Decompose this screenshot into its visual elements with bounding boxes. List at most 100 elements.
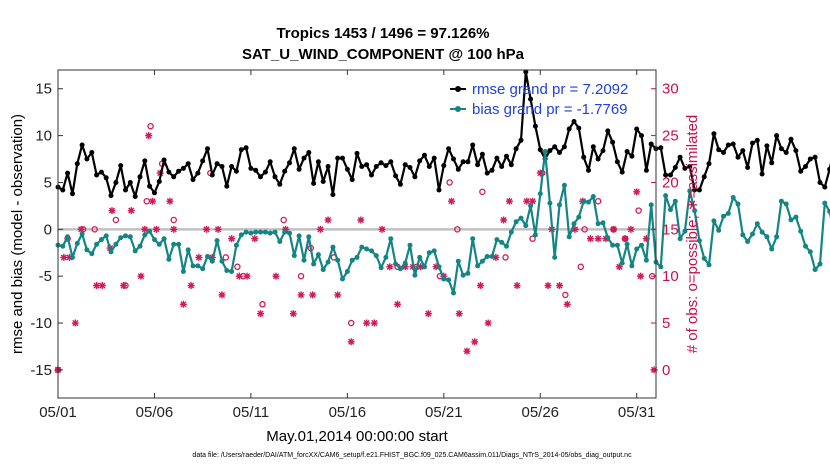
obs-assimilated-point [316, 225, 324, 233]
series-point [233, 168, 239, 174]
series-point [687, 164, 693, 169]
obs-assimilated-point [98, 282, 106, 290]
chart-title: Tropics 1453 / 1496 = 97.126% [276, 25, 489, 42]
series-point [793, 148, 799, 154]
series-point [610, 242, 616, 248]
obs-assimilated-point [179, 300, 187, 308]
series-point [123, 187, 128, 193]
series-point [499, 239, 505, 245]
series-point [132, 248, 138, 254]
series-point [754, 137, 760, 143]
y2-tick-label: 30 [662, 81, 679, 98]
obs-count-layer [54, 122, 658, 374]
obs-possible-point [297, 272, 305, 280]
legend: rmse grand pr = 7.2092 bias grand pr = -… [450, 81, 628, 118]
series-point [65, 170, 71, 176]
series-point [253, 167, 259, 173]
series-point [166, 256, 172, 262]
obs-assimilated-point [289, 310, 297, 318]
series-point [470, 142, 476, 148]
series-point [137, 174, 143, 180]
series-point [369, 248, 374, 254]
series-point [788, 136, 794, 142]
obs-assimilated-point [120, 282, 128, 290]
obs-assimilated-point [93, 282, 101, 290]
series-point [103, 175, 109, 181]
series-point [325, 259, 331, 265]
series-point [219, 164, 225, 169]
series-point [735, 201, 741, 207]
y-tick-label: -10 [30, 315, 52, 332]
series-point [696, 238, 702, 244]
legend-rmse-marker [455, 86, 461, 92]
x-tick-label: 05/06 [136, 404, 174, 421]
obs-possible-point [347, 319, 355, 327]
series-point [369, 172, 374, 178]
series-point [576, 214, 582, 220]
obs-possible-point [234, 263, 241, 271]
series-point [706, 161, 712, 167]
series-point [229, 164, 235, 169]
series-point [161, 157, 167, 163]
obs-assimilated-point [235, 272, 243, 280]
obs-assimilated-point [594, 235, 602, 243]
series-point [436, 264, 442, 270]
series-point [267, 230, 273, 236]
y-axis-right: 0 5 10 15 20 25 30 [651, 81, 679, 379]
series-point [672, 198, 678, 204]
series-point [634, 246, 640, 252]
series-point [595, 156, 601, 162]
series-point [426, 164, 432, 169]
obs-possible-point [446, 179, 453, 186]
series-point [70, 254, 75, 260]
obs-assimilated-point [448, 197, 456, 205]
series-point [470, 236, 476, 242]
series-point [185, 247, 191, 253]
series-point [306, 234, 312, 240]
series-point [547, 148, 553, 154]
obs-possible-point [454, 226, 461, 233]
series-point [296, 166, 302, 172]
series-point [508, 229, 514, 235]
series-point [557, 202, 562, 208]
series-point [446, 277, 452, 283]
series-point [663, 172, 669, 178]
obs-assimilated-point [378, 225, 386, 233]
series-point [677, 154, 683, 160]
series-point [547, 200, 553, 206]
obs-assimilated-point [77, 225, 85, 233]
y-tick-label: 15 [35, 81, 52, 98]
obs-assimilated-point [363, 319, 371, 327]
series-point [98, 169, 104, 175]
series-point [412, 174, 418, 180]
series-point [827, 209, 830, 214]
series-point [581, 198, 587, 204]
series-point [740, 148, 746, 154]
series-point [479, 151, 485, 157]
series-point [248, 230, 254, 236]
series-point [701, 174, 707, 180]
y-tick-label: -5 [39, 268, 52, 285]
series-point [383, 254, 389, 260]
obs-assimilated-point [417, 263, 425, 271]
series-point [451, 290, 456, 296]
series-point [460, 272, 466, 278]
obs-possible-point [562, 291, 569, 299]
series-point [730, 195, 736, 200]
series-point [711, 131, 717, 137]
series-point [306, 150, 312, 155]
obs-assimilated-point [523, 197, 531, 205]
series-point [132, 194, 138, 199]
series-point [552, 144, 558, 150]
series-point [769, 246, 775, 252]
series-point [682, 165, 688, 171]
plot-frame [57, 69, 657, 399]
series-point [417, 254, 423, 260]
series-point [373, 253, 379, 259]
series-point [229, 269, 235, 274]
obs-assimilated-point [195, 253, 203, 261]
legend-bias-marker [455, 106, 461, 112]
series-point [161, 236, 167, 242]
obs-assimilated-point [642, 235, 650, 243]
series-point [499, 164, 505, 169]
